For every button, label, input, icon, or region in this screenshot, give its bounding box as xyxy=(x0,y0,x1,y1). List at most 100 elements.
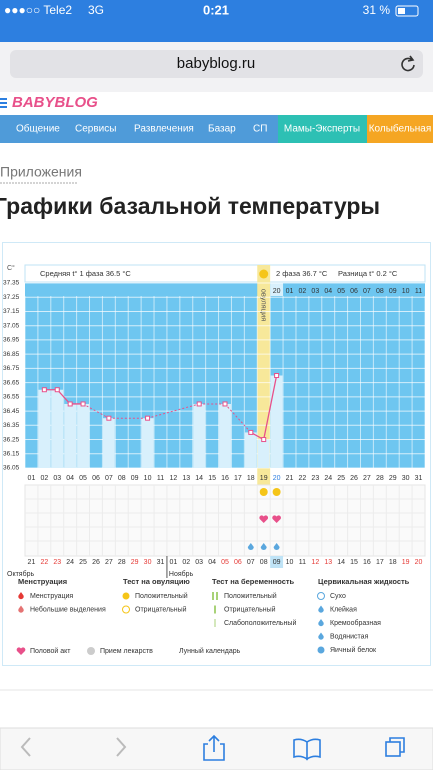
date-label: 20 xyxy=(415,559,423,566)
y-tick-label: 36.75 xyxy=(3,365,20,372)
tabs-button[interactable] xyxy=(385,741,401,757)
nav-item[interactable]: СП xyxy=(253,124,267,135)
legend-item: Небольшие выделения xyxy=(30,605,106,613)
x-tick-label: 23 xyxy=(311,475,319,482)
legend-item: Сухо xyxy=(330,593,346,600)
toolbar xyxy=(0,727,433,770)
y-tick-label: 36.95 xyxy=(3,337,20,344)
legend-icon xyxy=(318,632,324,640)
x-tick-label: 22 xyxy=(299,475,307,482)
phase2-day: 11 xyxy=(415,288,422,295)
x-tick-label: 28 xyxy=(376,475,384,482)
date-label: 19 xyxy=(402,559,410,566)
share-button[interactable] xyxy=(203,734,225,761)
date-label: 13 xyxy=(324,559,332,566)
y-tick-label: 37.25 xyxy=(3,294,20,301)
x-tick-label: 04 xyxy=(66,475,74,482)
temperature-point xyxy=(222,401,228,407)
legend-icon xyxy=(317,592,325,600)
legend-item: Водянистая xyxy=(330,633,369,640)
battery-level xyxy=(398,8,405,14)
x-tick-label: 08 xyxy=(118,475,126,482)
x-tick-label: 10 xyxy=(144,475,152,482)
bookmarks-button[interactable] xyxy=(293,738,321,761)
phase2: 2 фаза 36.7 °C xyxy=(276,269,328,278)
legend-item: Положительный xyxy=(135,592,188,600)
back-button[interactable] xyxy=(20,737,31,757)
date-label: 29 xyxy=(131,559,139,566)
reload[interactable] xyxy=(401,55,415,72)
date-label: 21 xyxy=(28,559,36,566)
ovulation-test-mark xyxy=(272,488,281,496)
date-label: 07 xyxy=(247,559,255,566)
phase2-day: 10 xyxy=(402,288,410,295)
x-tick-label: 26 xyxy=(350,475,358,482)
date-label: 26 xyxy=(92,559,100,566)
legend-title: Тест на овуляцию xyxy=(123,577,190,586)
cervical-mark xyxy=(273,543,280,550)
carrier: ●●●○○ Tele2 xyxy=(4,3,72,17)
y-tick-label: 36.85 xyxy=(3,351,20,358)
y-tick-label: 36.15 xyxy=(3,450,20,457)
date-label: 02 xyxy=(182,559,190,566)
date-label: 24 xyxy=(66,559,74,566)
x-tick-label: 19 xyxy=(260,475,268,482)
date-label: 23 xyxy=(53,559,61,566)
nav-item[interactable]: Мамы-Эксперты xyxy=(284,124,360,135)
forward-button[interactable] xyxy=(116,737,127,757)
cervical-mark xyxy=(260,543,267,550)
nav-item[interactable]: Общение xyxy=(16,123,60,135)
x-tick-label: 14 xyxy=(195,475,203,482)
month-label: Ноябрь xyxy=(169,570,194,578)
x-tick-label: 30 xyxy=(402,475,410,482)
url-field[interactable] xyxy=(10,50,423,78)
ovulation-test-mark xyxy=(259,488,268,496)
breadcrumb[interactable]: Приложения xyxy=(0,164,82,180)
date-label: 09 xyxy=(273,559,281,566)
legend-item: Лунный календарь xyxy=(179,647,241,655)
legend-item: Отрицательный xyxy=(135,605,187,613)
date-label: 17 xyxy=(376,559,384,566)
temperature-bar xyxy=(257,439,270,468)
nav-item[interactable]: Колыбельная xyxy=(369,123,432,135)
x-tick-label: 31 xyxy=(415,475,423,482)
menu-icon[interactable] xyxy=(0,98,7,108)
nav-item[interactable]: Сервисы xyxy=(75,124,116,135)
date-label: 27 xyxy=(105,559,113,566)
date-label: 31 xyxy=(157,559,165,566)
phase2-day: 20 xyxy=(273,288,281,295)
temperature-gap-line xyxy=(147,403,200,419)
phase2-day: 08 xyxy=(376,288,384,295)
legend-item: Кремообразная xyxy=(330,619,381,627)
legend-title: Менструация xyxy=(18,577,67,586)
legend-icon xyxy=(87,647,95,655)
date-label: 14 xyxy=(337,559,345,566)
x-tick-label: 25 xyxy=(337,475,345,482)
date-label: 16 xyxy=(363,559,371,566)
nav-item[interactable]: Развлечения xyxy=(134,124,194,135)
nav-item[interactable]: Базар xyxy=(208,124,236,135)
url: babyblog.ru xyxy=(177,55,255,72)
battery-icon xyxy=(395,5,419,17)
y-tick-label: 37.15 xyxy=(3,308,20,315)
legend-icon xyxy=(18,592,24,600)
x-tick-label: 03 xyxy=(53,475,61,482)
phase2-day: 01 xyxy=(286,288,294,295)
legend-icon xyxy=(122,592,130,600)
logo[interactable]: BABYBLOG xyxy=(12,94,98,111)
legend-item: Положительный xyxy=(224,592,277,600)
legend-item: Яичный белок xyxy=(330,646,377,654)
x-tick-label: 16 xyxy=(221,475,229,482)
x-tick-label: 27 xyxy=(363,475,371,482)
date-label: 25 xyxy=(79,559,87,566)
x-tick-label: 09 xyxy=(131,475,139,482)
y-tick-label: 37.05 xyxy=(3,322,20,329)
legend-item: Слабоположительный xyxy=(224,619,296,627)
temperature-bar xyxy=(244,432,257,468)
x-tick-label: 07 xyxy=(105,475,113,482)
current-date-box xyxy=(270,556,284,568)
temperature-bar xyxy=(270,375,283,468)
temperature-bar xyxy=(38,389,51,468)
ovulation-label: овуляция xyxy=(260,289,269,322)
